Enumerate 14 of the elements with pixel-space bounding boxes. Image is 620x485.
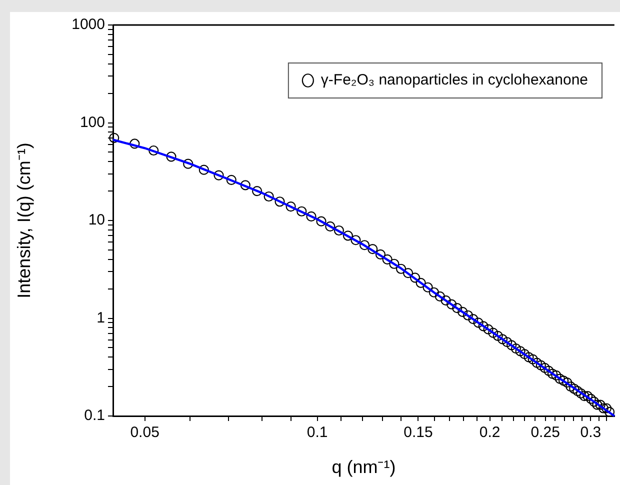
legend-label: γ-Fe₂O₃ nanoparticles in cyclohexanone (320, 72, 588, 89)
x-tick-label: 0.2 (479, 424, 500, 442)
x-axis-title: q (nm⁻¹) (332, 457, 396, 478)
y-axis-title: Intensity, I(q) (cm⁻¹) (14, 142, 34, 298)
x-tick-label: 0.25 (530, 424, 560, 442)
y-tick-label: 100 (80, 114, 105, 131)
y-tick-label: 1 (96, 309, 105, 326)
y-tick-label: 1000 (72, 16, 105, 34)
x-tick-label: 0.1 (306, 424, 328, 442)
x-tick-label: 0.3 (580, 424, 602, 442)
y-tick-label: 0.1 (84, 407, 105, 424)
x-tick-label: 0.05 (130, 424, 160, 442)
x-tick-label: 0.15 (404, 424, 433, 442)
y-tick-label: 10 (88, 212, 105, 229)
